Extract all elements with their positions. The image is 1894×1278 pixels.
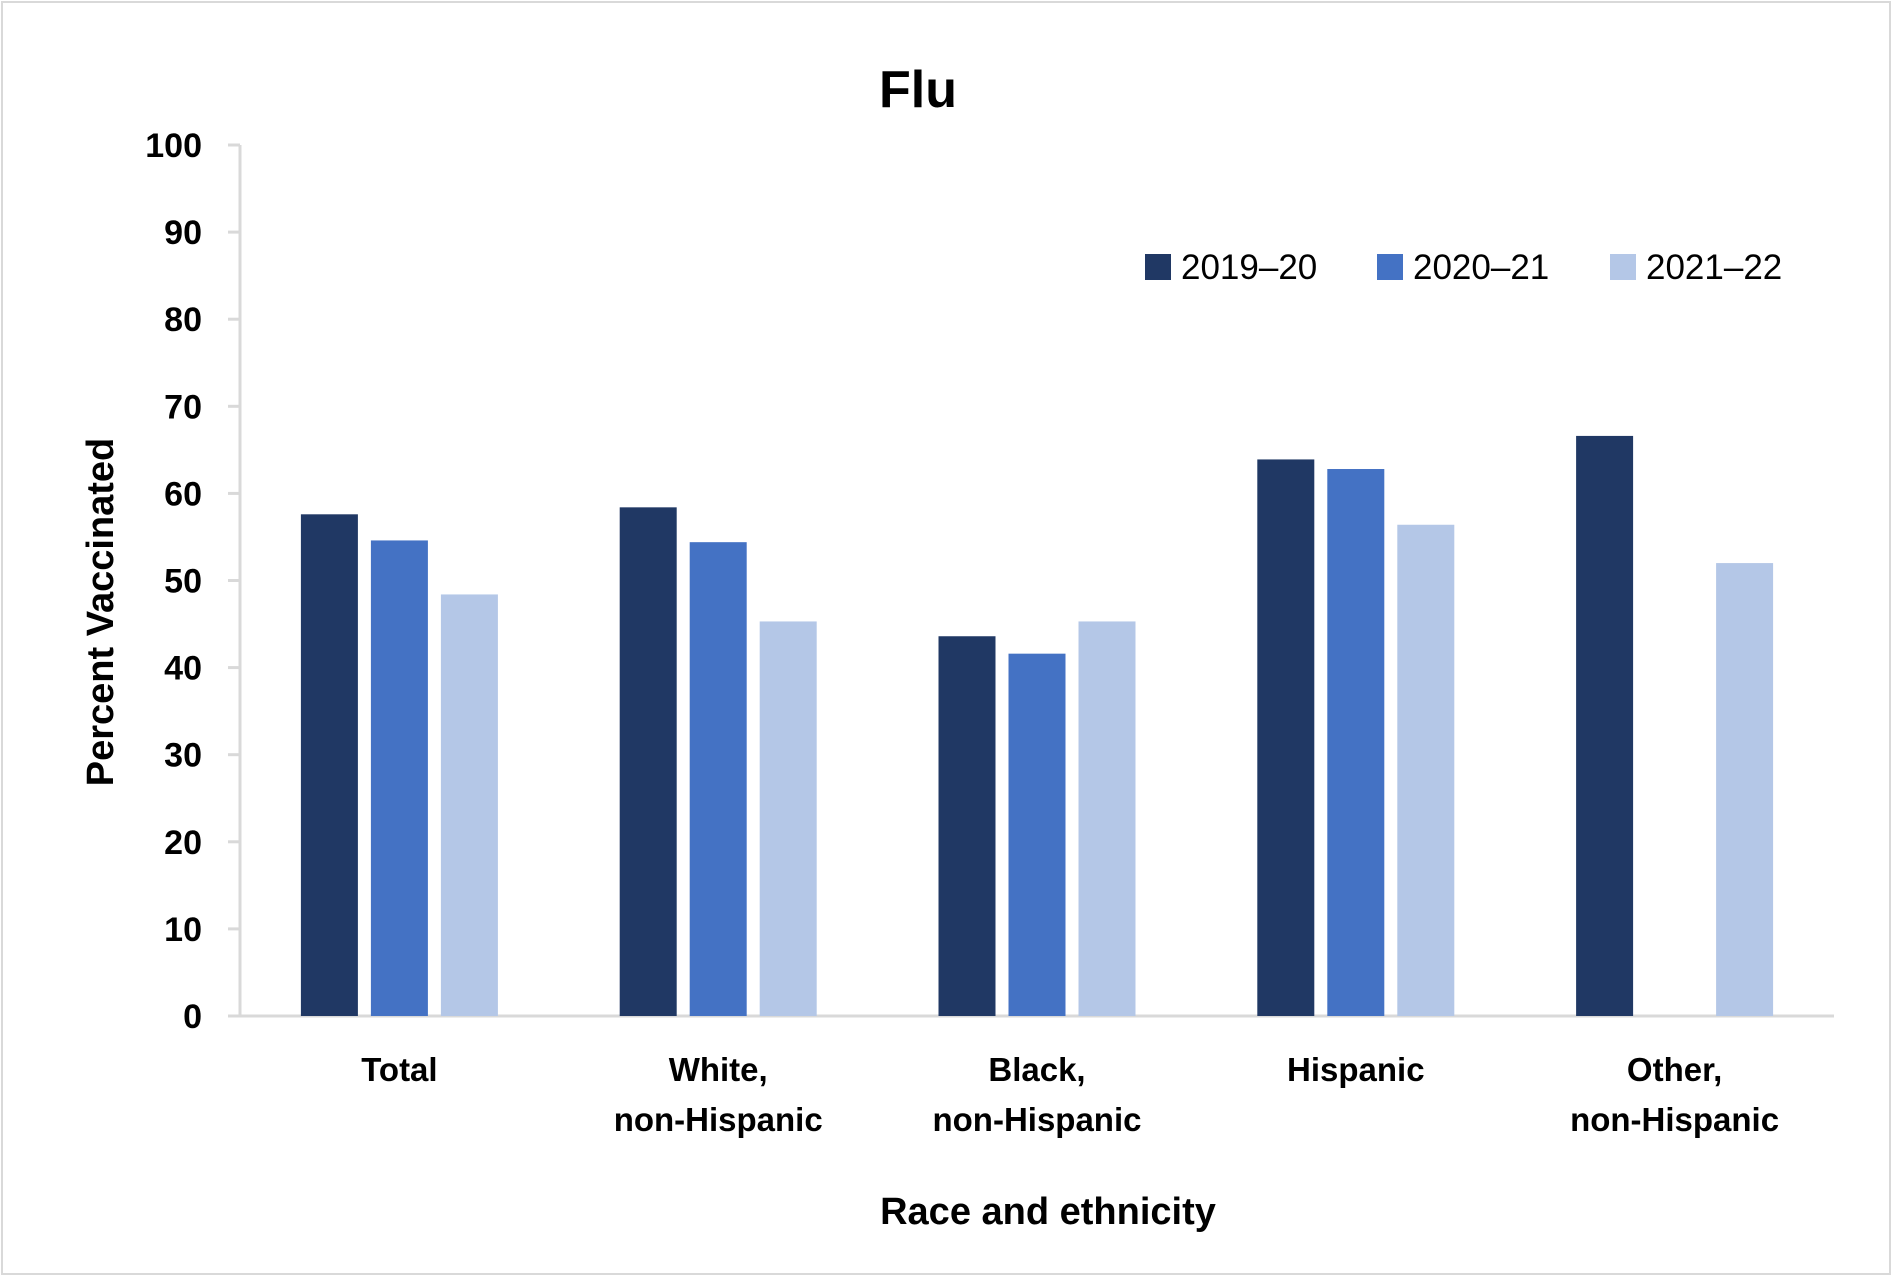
x-tick-label: non-Hispanic	[932, 1101, 1141, 1138]
legend-label: 2020–21	[1413, 248, 1549, 287]
legend-swatch	[1377, 254, 1403, 280]
legend-swatch	[1610, 254, 1636, 280]
x-axis-title: Race and ethnicity	[880, 1191, 1216, 1233]
legend-label: 2021–22	[1646, 248, 1782, 287]
bar	[1078, 621, 1136, 1016]
chart-title: Flu	[879, 61, 957, 119]
bar	[1257, 459, 1315, 1016]
x-tick-label: Hispanic	[1287, 1051, 1425, 1088]
y-tick-label: 80	[164, 301, 202, 339]
bar	[440, 594, 498, 1016]
legend-swatch	[1145, 254, 1171, 280]
y-tick-label: 30	[164, 737, 202, 775]
y-tick-label: 40	[164, 650, 202, 688]
y-tick-label: 0	[183, 998, 202, 1036]
y-tick-label: 10	[164, 911, 202, 949]
x-tick-label: non-Hispanic	[1570, 1101, 1779, 1138]
bar	[938, 636, 996, 1016]
y-tick-label: 50	[164, 563, 202, 601]
x-tick-label: Other,	[1627, 1051, 1722, 1088]
bar	[689, 542, 747, 1016]
legend-label: 2019–20	[1181, 248, 1317, 287]
bar	[1327, 469, 1385, 1017]
bar	[1576, 435, 1634, 1016]
legend: 2019–20 2020–21 2021–22	[1145, 248, 1782, 287]
bar	[619, 507, 677, 1016]
bar	[1716, 563, 1774, 1016]
y-tick-label: 100	[145, 127, 202, 165]
plot-area: 0 10 20 30 40 50 60 70 80 90 100 Total White, non-His…	[145, 127, 1834, 1138]
x-tick-label: non-Hispanic	[614, 1101, 823, 1138]
x-tick-label: Total	[361, 1051, 437, 1088]
y-tick-label: 90	[164, 214, 202, 252]
bar	[759, 621, 817, 1016]
bar	[300, 514, 358, 1016]
y-tick-label: 60	[164, 475, 202, 513]
x-tick-label: White,	[669, 1051, 768, 1088]
bar	[1397, 524, 1455, 1016]
bar	[370, 540, 428, 1016]
x-tick-label: Black,	[988, 1051, 1085, 1088]
y-axis-title: Percent Vaccinated	[80, 438, 122, 787]
y-tick-label: 20	[164, 824, 202, 862]
y-tick-label: 70	[164, 388, 202, 426]
bar	[1008, 653, 1066, 1016]
